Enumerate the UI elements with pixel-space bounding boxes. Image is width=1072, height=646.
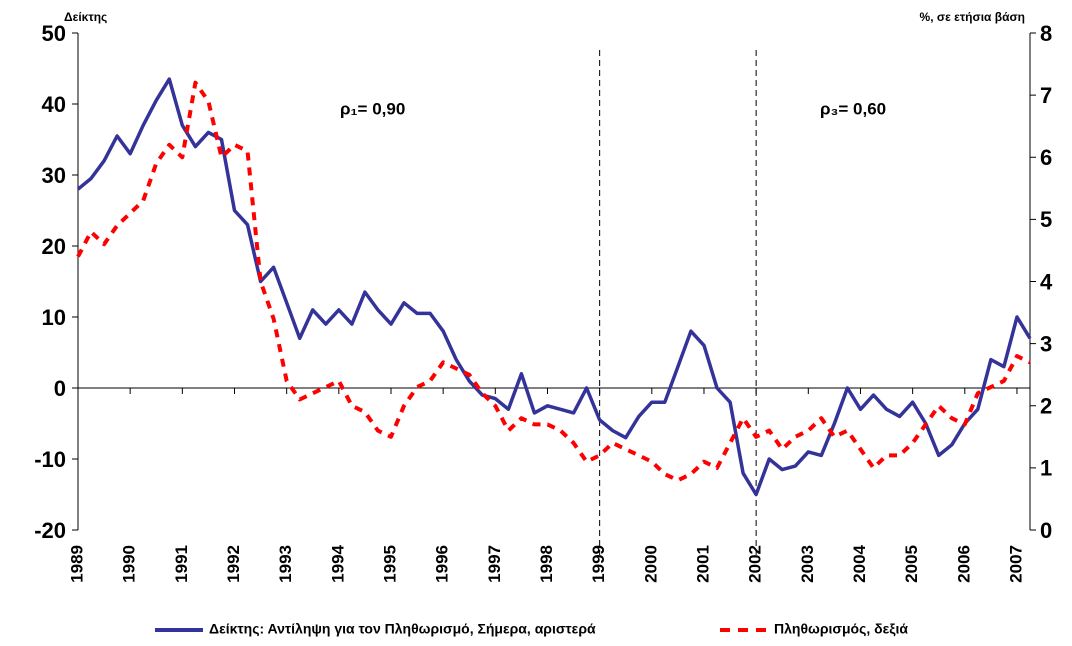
x-tick-label: 2001 (693, 545, 712, 583)
x-tick-label: 2006 (954, 545, 973, 583)
y-axis-label: Δείκτης (64, 10, 107, 24)
y-tick-label: 30 (42, 163, 66, 188)
x-tick-label: 1994 (328, 544, 347, 582)
y2-tick-label: 8 (1040, 21, 1052, 46)
legend-label: Πληθωρισμός, δεξιά (774, 621, 908, 637)
y-tick-label: 10 (42, 305, 66, 330)
y2-tick-label: 1 (1040, 456, 1052, 481)
y2-tick-label: 5 (1040, 207, 1052, 232)
y-tick-label: 0 (54, 376, 66, 401)
x-tick-label: 1989 (67, 545, 86, 583)
legend-label: Δείκτης: Αντίληψη για τον Πληθωρισμό, Σή… (209, 621, 596, 637)
y-tick-label: 50 (42, 21, 66, 46)
y2-tick-label: 3 (1040, 331, 1052, 356)
x-tick-label: 1997 (485, 545, 504, 583)
series-line (76, 77, 1032, 497)
x-tick-label: 2004 (850, 544, 869, 582)
y2-tick-label: 6 (1040, 145, 1052, 170)
x-tick-label: 1995 (380, 545, 399, 583)
x-tick-label: 1993 (276, 545, 295, 583)
y-tick-label: -20 (34, 518, 66, 543)
x-tick-label: 1999 (589, 545, 608, 583)
x-tick-label: 2005 (902, 545, 921, 583)
y2-axis-label: %, σε ετήσια βάση (920, 10, 1025, 24)
x-tick-label: 1990 (120, 545, 139, 583)
x-tick-label: 1996 (433, 545, 452, 583)
x-tick-label: 1998 (537, 545, 556, 583)
annotation: ρ₃= 0,60 (820, 99, 886, 118)
y2-tick-label: 2 (1040, 394, 1052, 419)
y-tick-label: 40 (42, 92, 66, 117)
x-tick-label: 2002 (746, 545, 765, 583)
x-tick-label: 1991 (172, 545, 191, 583)
y2-tick-label: 0 (1040, 518, 1052, 543)
x-tick-label: 2003 (798, 545, 817, 583)
y2-tick-label: 7 (1040, 83, 1052, 108)
y-tick-label: 20 (42, 234, 66, 259)
series-line (76, 80, 1031, 483)
x-tick-label: 2000 (641, 545, 660, 583)
annotation: ρ₁= 0,90 (340, 99, 405, 118)
x-tick-label: 2007 (1006, 545, 1025, 583)
y2-tick-label: 4 (1040, 269, 1053, 294)
x-tick-label: 1992 (224, 545, 243, 583)
y-tick-label: -10 (34, 447, 66, 472)
